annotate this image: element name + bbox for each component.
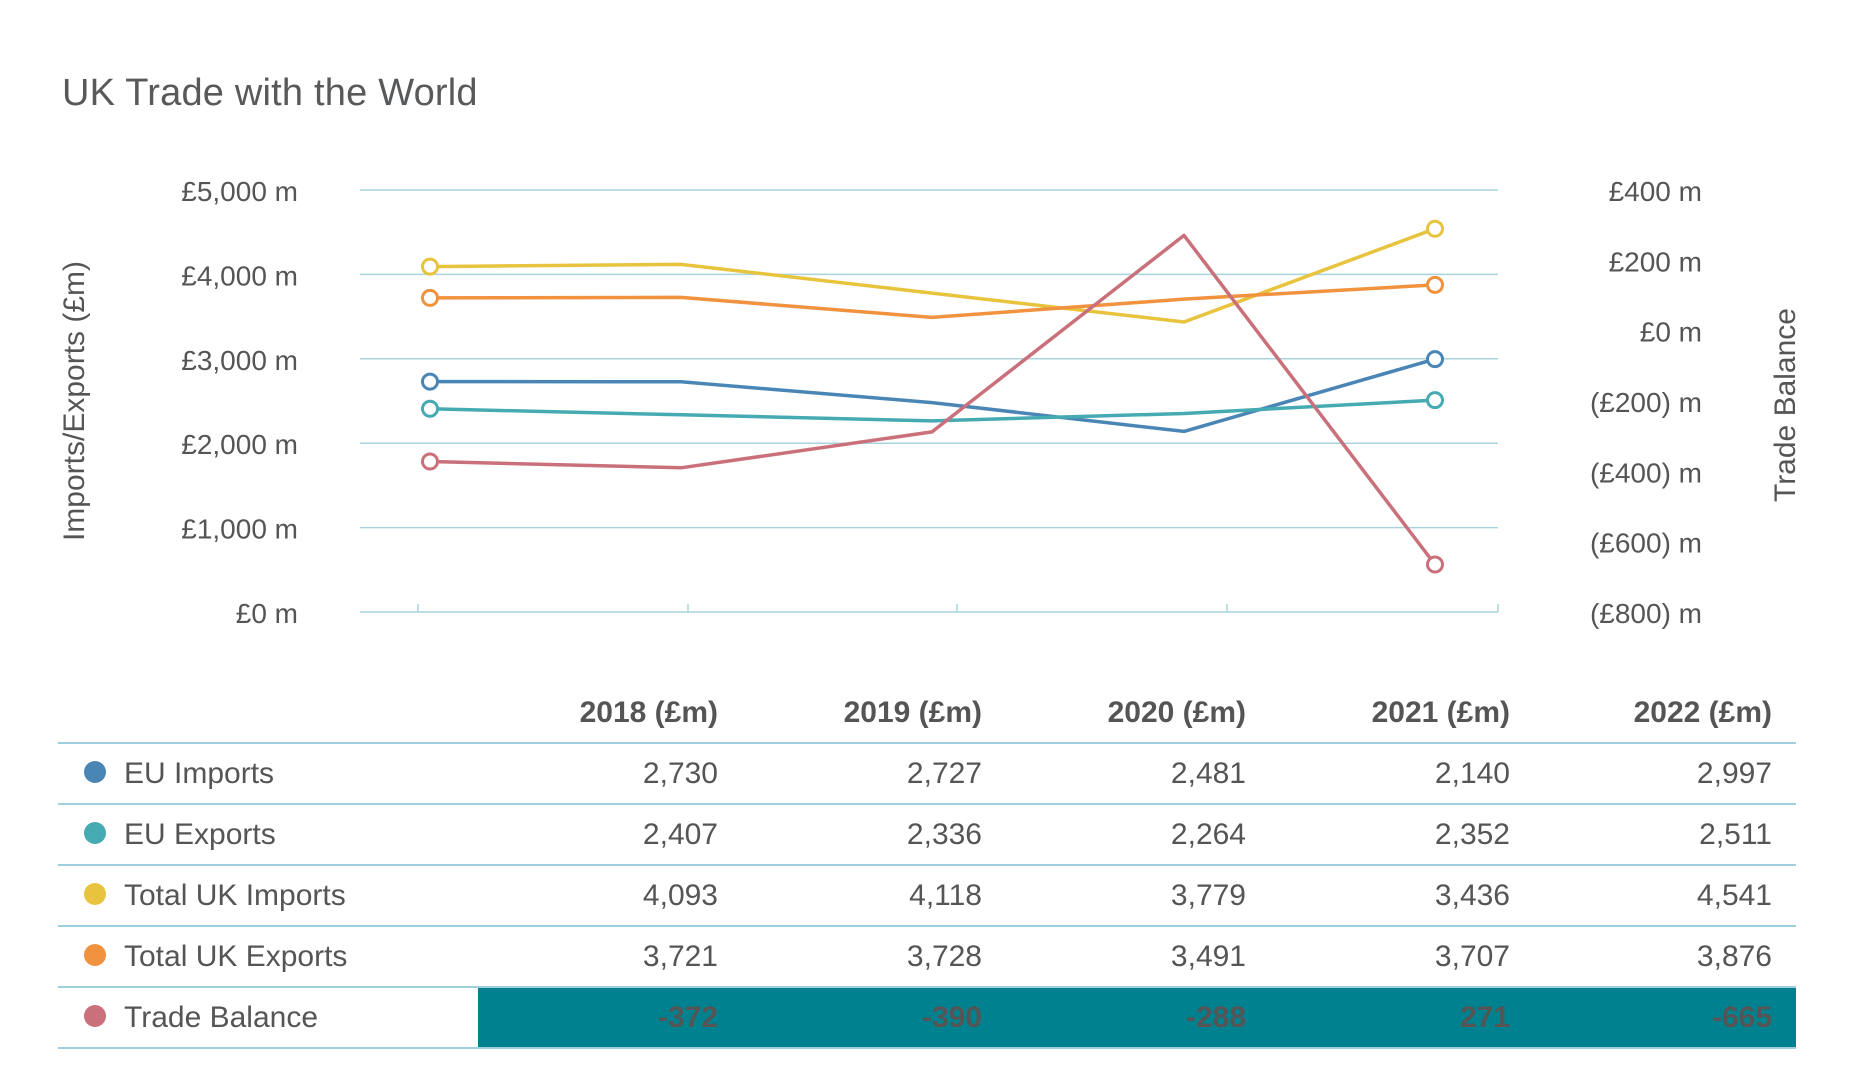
table-header-blank	[58, 683, 478, 743]
table-cell-value: 2,511	[1699, 817, 1772, 851]
table-cell-value: 2,140	[1434, 756, 1510, 790]
data-point-marker	[1426, 275, 1444, 294]
table-cell-value: 3,779	[1170, 878, 1246, 912]
data-point-marker	[421, 372, 439, 391]
y-left-tick-label: £4,000 m	[181, 260, 298, 291]
table-cell-value: 2,730	[642, 756, 718, 790]
series-label-cell: EU Exports	[58, 804, 478, 865]
table-header-year: 2019 (£m)	[843, 695, 982, 729]
table-cell-value: 2,481	[1170, 756, 1246, 790]
y-right-tick-label: (£200) m	[1590, 387, 1702, 418]
table-cell-value: 2,352	[1434, 817, 1510, 851]
data-point-marker	[421, 257, 439, 276]
table-header-year: 2020 (£m)	[1107, 695, 1246, 729]
table-cell-value: 3,491	[1170, 939, 1246, 973]
data-table: 2018 (£m) 2019 (£m) 2020 (£m) 2021 (£m) …	[58, 683, 1796, 1049]
series-label: EU Exports	[124, 818, 276, 852]
table-header-year: 2021 (£m)	[1371, 695, 1510, 729]
table-header-row: 2018 (£m) 2019 (£m) 2020 (£m) 2021 (£m) …	[58, 683, 1796, 743]
data-point-marker	[421, 399, 439, 418]
y-right-tick-label: (£800) m	[1590, 598, 1702, 629]
table-cell-value: -288	[1006, 987, 1270, 1048]
y-right-tick-label: (£600) m	[1590, 528, 1702, 559]
table-cell-value: 4,118	[909, 878, 982, 912]
data-point-marker	[1426, 219, 1444, 238]
series-line	[429, 227, 1436, 324]
data-point-marker	[1426, 391, 1444, 410]
table-row: EU Exports 2,407 2,336 2,264 2,352 2,511	[58, 804, 1796, 865]
table-cell-value: 3,876	[1696, 939, 1772, 973]
legend-dot-icon	[84, 944, 106, 967]
table-cell-value: 3,721	[642, 939, 718, 973]
legend-dot-icon	[84, 1005, 106, 1028]
series-line	[429, 283, 1436, 320]
line-chart: £0 m £1,000 m £2,000 m £3,000 m £4,000 m £5,0…	[58, 176, 1802, 629]
table-cell-value: 2,336	[906, 817, 982, 851]
y-left-tick-label: £1,000 m	[181, 514, 298, 545]
series-line	[429, 233, 1437, 566]
legend-dot-icon	[84, 761, 106, 784]
table-header-year: 2018 (£m)	[579, 695, 718, 729]
legend-dot-icon	[84, 822, 106, 845]
table-cell-value: 3,436	[1434, 878, 1510, 912]
table-cell-value: 2,407	[642, 817, 718, 851]
legend-dot-icon	[84, 883, 106, 906]
y-right-tick-label: £400 m	[1609, 176, 1702, 207]
table-cell-value: -390	[742, 987, 1006, 1048]
table-cell-value: 3,707	[1434, 939, 1510, 973]
series-label: Total UK Exports	[124, 940, 348, 974]
y-left-tick-label: £3,000 m	[181, 345, 298, 376]
series-label: Trade Balance	[124, 1001, 319, 1035]
series-label-cell: EU Imports	[58, 743, 478, 804]
y-left-tick-label: £5,000 m	[181, 176, 298, 207]
table-cell-value: 2,264	[1170, 817, 1246, 851]
y-right-tick-label: £200 m	[1609, 246, 1702, 277]
data-point-marker	[1426, 555, 1444, 574]
table-cell-value: 3,728	[906, 939, 982, 973]
table-cell-value: 2,727	[906, 756, 982, 790]
data-point-marker	[1426, 350, 1444, 369]
table-cell-value: 4,093	[642, 878, 718, 912]
y-left-axis-label: Imports/Exports (£m)	[58, 261, 91, 541]
table-cell-value: 271	[1270, 987, 1534, 1048]
chart-title: UK Trade with the World	[62, 72, 478, 114]
table-row: Trade Balance -372 -390 -288 271 -665	[58, 987, 1796, 1048]
y-left-tick-label: £2,000 m	[181, 429, 298, 460]
table-header-year: 2022 (£m)	[1633, 695, 1772, 729]
table-cell-value: 2,997	[1696, 756, 1772, 790]
series-label: EU Imports	[124, 757, 275, 791]
table-row: Total UK Exports 3,721 3,728 3,491 3,707 3,87…	[58, 926, 1796, 987]
y-right-tick-label: (£400) m	[1590, 457, 1702, 488]
table-row: EU Imports 2,730 2,727 2,481 2,140 2,997	[58, 743, 1796, 804]
series-label-cell: Trade Balance	[58, 987, 478, 1048]
series-line	[429, 398, 1436, 423]
table-cell-value: -372	[478, 987, 742, 1048]
table-cell-value: -665	[1534, 987, 1796, 1048]
series-label-cell: Total UK Exports	[58, 926, 478, 987]
y-right-tick-label: £0 m	[1640, 317, 1702, 348]
table-row: Total UK Imports 4,093 4,118 3,779 3,436 4,54…	[58, 865, 1796, 926]
series-label-cell: Total UK Imports	[58, 865, 478, 926]
table-cell-value: 4,541	[1696, 878, 1772, 912]
y-left-tick-label: £0 m	[236, 598, 298, 629]
y-right-axis-label: Trade Balance	[1769, 308, 1802, 502]
data-point-marker	[421, 452, 439, 471]
series-label: Total UK Imports	[124, 879, 346, 913]
data-point-marker	[421, 288, 439, 307]
